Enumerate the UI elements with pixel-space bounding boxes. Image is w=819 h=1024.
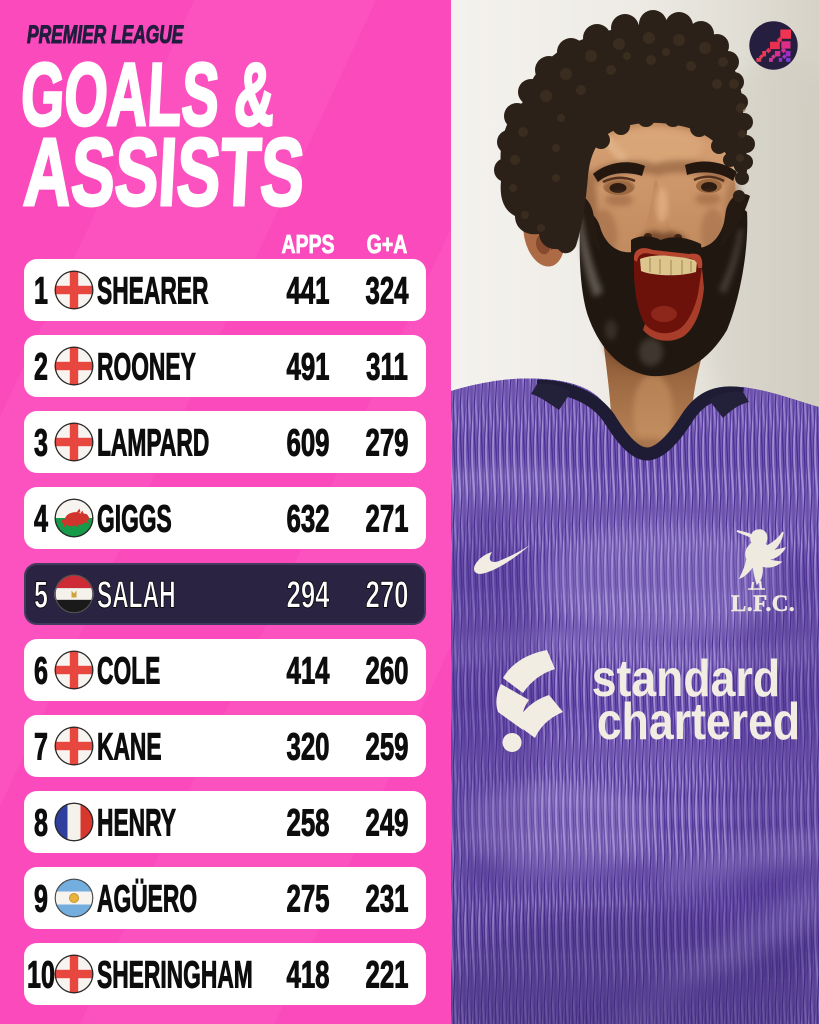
svg-text:L.F.C.: L.F.C. — [731, 591, 795, 616]
svg-text:chartered: chartered — [597, 693, 800, 751]
svg-text:standard: standard — [592, 650, 780, 708]
